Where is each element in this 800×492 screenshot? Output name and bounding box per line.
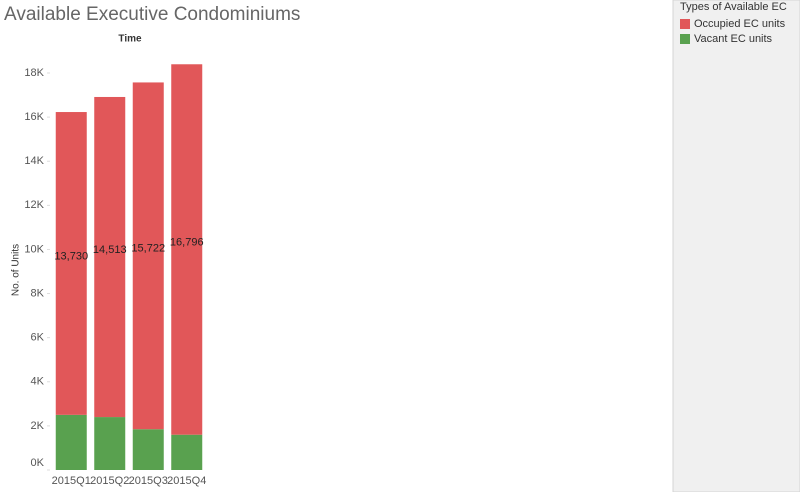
legend-swatch: [680, 34, 690, 44]
data-label: 15,722: [131, 243, 165, 255]
bar-segment: [55, 112, 87, 415]
bar-segment: [132, 82, 164, 430]
y-tick-label: 14K: [24, 155, 44, 167]
x-tick-label: 2015Q3: [129, 475, 168, 487]
bar-segment: [171, 64, 203, 435]
legend-swatch: [680, 19, 690, 29]
bar-segment: [171, 434, 203, 470]
data-label: 13,730: [54, 250, 88, 262]
data-label: 14,513: [93, 244, 127, 256]
x-tick-label: 2015Q1: [52, 475, 91, 487]
y-tick-label: 18K: [24, 67, 44, 79]
y-tick-label: 12K: [24, 199, 44, 211]
legend-title: Types of Available EC: [680, 1, 787, 13]
data-label: 16,796: [170, 236, 204, 248]
bar-segment: [94, 417, 126, 470]
y-tick-label: 6K: [31, 332, 45, 344]
y-tick-label: 10K: [24, 243, 44, 255]
bar-segment: [55, 414, 87, 470]
bar-segment: [94, 96, 126, 418]
bar-segment: [132, 429, 164, 470]
column-header: Time: [118, 34, 142, 45]
legend-label: Occupied EC units: [694, 18, 786, 30]
y-tick-label: 4K: [31, 376, 45, 388]
y-tick-label: 16K: [24, 111, 44, 123]
legend-label: Vacant EC units: [694, 33, 773, 45]
y-tick-label: 8K: [31, 287, 45, 299]
y-tick-label: 0K: [31, 457, 45, 469]
x-tick-label: 2015Q2: [90, 475, 129, 487]
y-tick-label: 2K: [31, 420, 45, 432]
chart-title: Available Executive Condominiums: [4, 4, 300, 25]
y-axis-label: No. of Units: [11, 244, 22, 296]
x-tick-label: 2015Q4: [167, 475, 206, 487]
legend-panel: [672, 0, 800, 492]
